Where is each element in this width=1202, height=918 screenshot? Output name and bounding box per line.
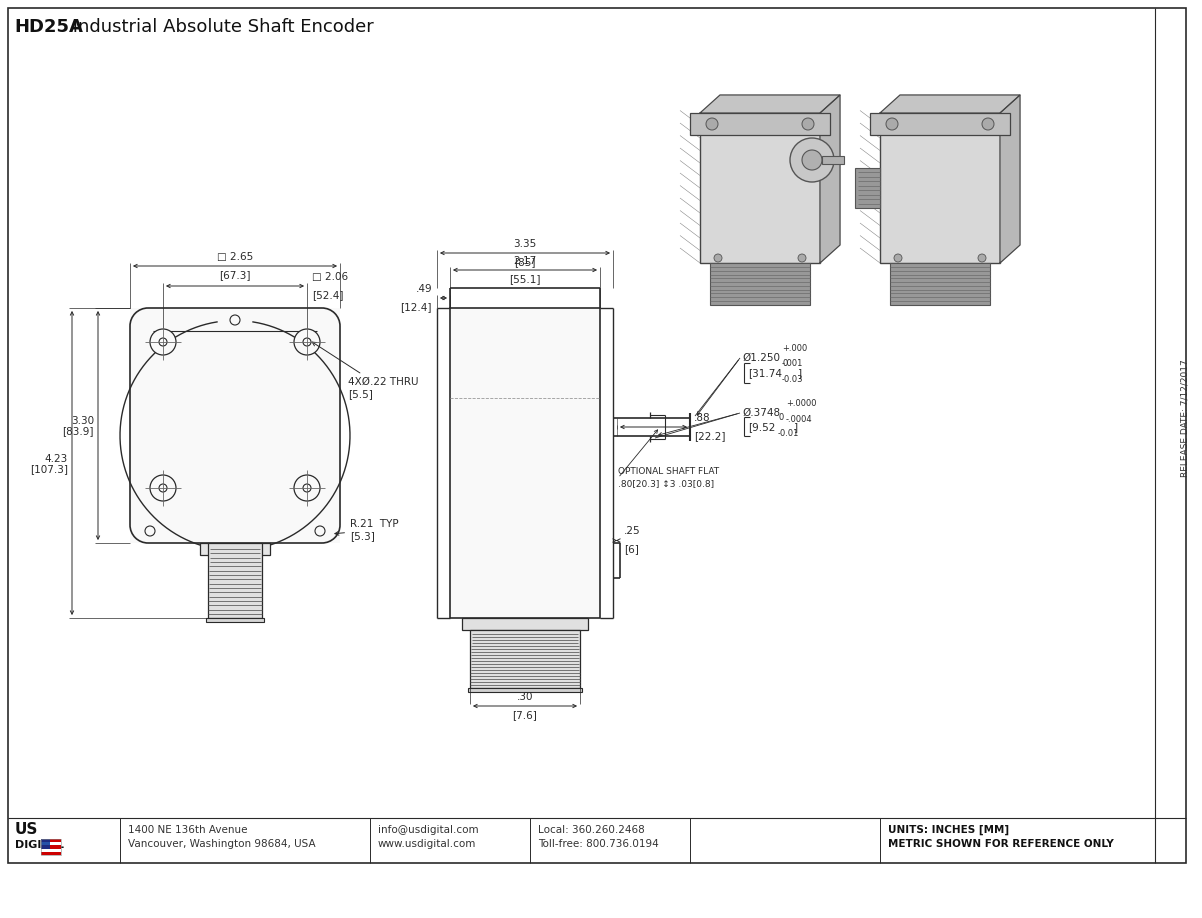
Bar xyxy=(889,263,990,305)
Bar xyxy=(700,113,820,263)
Text: [67.3]: [67.3] xyxy=(219,270,251,280)
Text: .49: .49 xyxy=(416,284,432,294)
Text: [22.2]: [22.2] xyxy=(694,431,726,441)
Text: 3.30: 3.30 xyxy=(71,417,94,427)
Bar xyxy=(41,839,61,855)
Circle shape xyxy=(706,118,718,130)
Bar xyxy=(470,630,581,688)
Bar xyxy=(200,543,270,555)
Bar xyxy=(468,688,582,692)
Text: Vancouver, Washington 98684, USA: Vancouver, Washington 98684, USA xyxy=(127,839,316,849)
Text: [52.4]: [52.4] xyxy=(313,290,344,300)
Text: UNITS: INCHES [MM]: UNITS: INCHES [MM] xyxy=(888,825,1010,835)
Bar xyxy=(41,839,50,848)
Text: -0.01: -0.01 xyxy=(778,429,799,438)
Text: -.0004: -.0004 xyxy=(786,415,813,424)
Text: R.21  TYP
[5.3]: R.21 TYP [5.3] xyxy=(335,520,399,541)
Text: Industrial Absolute Shaft Encoder: Industrial Absolute Shaft Encoder xyxy=(67,18,374,36)
Polygon shape xyxy=(880,95,1020,113)
Circle shape xyxy=(978,254,986,262)
Bar xyxy=(130,308,340,543)
Text: DIGITAL: DIGITAL xyxy=(14,840,64,850)
Circle shape xyxy=(886,118,898,130)
Text: 4XØ.22 THRU
[5.5]: 4XØ.22 THRU [5.5] xyxy=(313,342,418,398)
Text: .25: .25 xyxy=(624,527,641,536)
Bar xyxy=(462,618,588,630)
Circle shape xyxy=(714,254,722,262)
Text: [6]: [6] xyxy=(624,544,639,554)
Text: HD25A: HD25A xyxy=(14,18,83,36)
Text: Local: 360.260.2468: Local: 360.260.2468 xyxy=(538,825,644,835)
Text: Ø.3748: Ø.3748 xyxy=(742,408,780,418)
Circle shape xyxy=(790,138,834,182)
Bar xyxy=(41,845,61,848)
Circle shape xyxy=(303,484,311,492)
Text: [85]: [85] xyxy=(514,257,536,267)
Text: .80[20.3] ↕3 .03[0.8]: .80[20.3] ↕3 .03[0.8] xyxy=(618,479,714,488)
Bar xyxy=(41,839,61,842)
Circle shape xyxy=(894,254,902,262)
Bar xyxy=(41,852,61,855)
Text: □ 2.06: □ 2.06 xyxy=(313,272,349,282)
Text: [7.6]: [7.6] xyxy=(512,710,537,720)
Text: -.001: -.001 xyxy=(783,359,803,368)
Text: [107.3]: [107.3] xyxy=(30,464,69,474)
Bar xyxy=(41,842,61,845)
Text: METRIC SHOWN FOR REFERENCE ONLY: METRIC SHOWN FOR REFERENCE ONLY xyxy=(888,839,1114,849)
Text: Toll-free: 800.736.0194: Toll-free: 800.736.0194 xyxy=(538,839,659,849)
Bar xyxy=(870,113,1010,135)
Bar xyxy=(710,263,810,305)
Text: [55.1]: [55.1] xyxy=(510,274,541,284)
Text: +.0000: +.0000 xyxy=(786,399,816,408)
Polygon shape xyxy=(700,95,840,113)
Circle shape xyxy=(802,118,814,130)
Bar xyxy=(822,156,844,164)
Text: .88: .88 xyxy=(694,413,710,423)
Text: RELEASE DATE: 7/12/2017: RELEASE DATE: 7/12/2017 xyxy=(1180,359,1190,476)
Bar xyxy=(41,848,61,852)
Circle shape xyxy=(145,526,155,536)
Text: □ 2.65: □ 2.65 xyxy=(216,252,254,262)
Text: 4.23: 4.23 xyxy=(44,454,69,464)
Text: 0: 0 xyxy=(783,359,787,368)
Circle shape xyxy=(798,254,807,262)
Circle shape xyxy=(294,329,320,355)
Bar xyxy=(208,543,262,618)
Circle shape xyxy=(150,475,175,501)
Bar xyxy=(690,113,831,135)
Circle shape xyxy=(159,338,167,346)
Circle shape xyxy=(315,526,325,536)
Text: 0: 0 xyxy=(778,413,784,422)
Text: 3.35: 3.35 xyxy=(513,239,536,249)
Text: www.usdigital.com: www.usdigital.com xyxy=(377,839,476,849)
Text: +.000: +.000 xyxy=(783,344,808,353)
Text: [31.74: [31.74 xyxy=(748,368,783,378)
Circle shape xyxy=(230,315,240,325)
Bar xyxy=(880,113,1000,263)
Bar xyxy=(206,618,264,622)
Text: info@usdigital.com: info@usdigital.com xyxy=(377,825,478,835)
Text: [83.9]: [83.9] xyxy=(63,427,94,436)
Text: .30: .30 xyxy=(517,692,534,702)
Text: 2.17: 2.17 xyxy=(513,256,536,266)
Circle shape xyxy=(303,338,311,346)
Text: ]: ] xyxy=(798,368,802,378)
Bar xyxy=(450,308,600,618)
Circle shape xyxy=(802,150,822,170)
Text: ]: ] xyxy=(795,422,798,432)
Text: -0.03: -0.03 xyxy=(783,375,803,384)
Circle shape xyxy=(294,475,320,501)
Text: [9.52: [9.52 xyxy=(748,422,775,432)
Text: OPTIONAL SHAFT FLAT: OPTIONAL SHAFT FLAT xyxy=(618,467,719,476)
Polygon shape xyxy=(820,95,840,263)
Text: 1400 NE 136th Avenue: 1400 NE 136th Avenue xyxy=(127,825,248,835)
Circle shape xyxy=(159,484,167,492)
Polygon shape xyxy=(1000,95,1020,263)
Text: US: US xyxy=(14,822,38,837)
Circle shape xyxy=(150,329,175,355)
Circle shape xyxy=(982,118,994,130)
Text: [12.4]: [12.4] xyxy=(400,302,432,312)
Bar xyxy=(855,168,880,208)
Text: Ø1.250: Ø1.250 xyxy=(742,353,780,363)
